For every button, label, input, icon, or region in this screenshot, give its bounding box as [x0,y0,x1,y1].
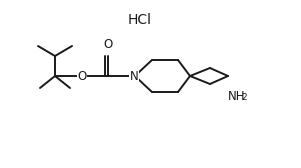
Text: O: O [77,70,87,82]
Text: 2: 2 [241,94,247,102]
Text: HCl: HCl [128,13,152,27]
Text: NH: NH [228,90,246,102]
Text: N: N [130,70,138,82]
Text: O: O [103,38,113,51]
